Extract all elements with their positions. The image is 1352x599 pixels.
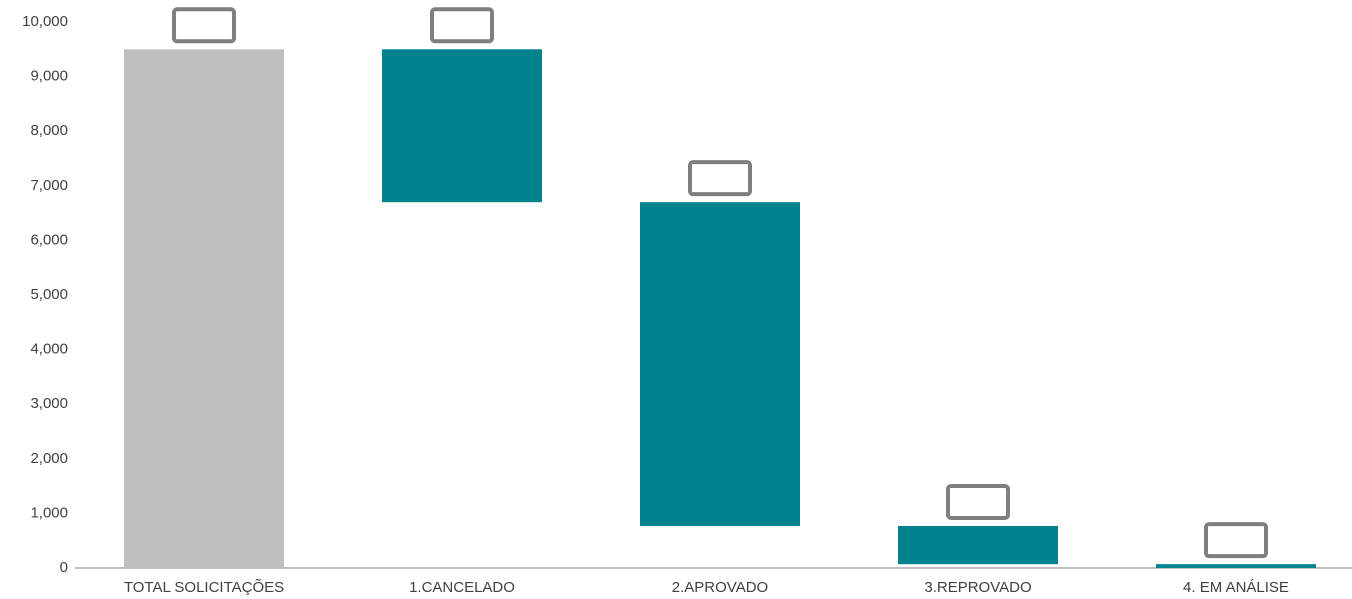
- x-tick-label: 1.CANCELADO: [409, 579, 515, 596]
- label-box: [946, 483, 1010, 520]
- label-box: [430, 7, 494, 44]
- bar: [1156, 564, 1316, 568]
- y-tick-label: 6,000: [30, 231, 68, 248]
- bar: [382, 49, 542, 203]
- y-tick-label: 4,000: [30, 341, 68, 358]
- x-tick-label: 3.REPROVADO: [924, 579, 1031, 596]
- y-tick-label: 8,000: [30, 122, 68, 139]
- bar: [640, 202, 800, 526]
- label-box: [688, 160, 752, 197]
- y-tick-label: 9,000: [30, 68, 68, 85]
- y-tick-label: 3,000: [30, 395, 68, 412]
- y-tick-label: 1,000: [30, 504, 68, 521]
- x-tick-label: 2.APROVADO: [672, 579, 768, 596]
- label-box: [172, 7, 236, 44]
- label-box: [1204, 522, 1268, 559]
- y-tick-label: 7,000: [30, 177, 68, 194]
- x-tick-label: TOTAL SOLICITAÇÕES: [124, 579, 284, 596]
- y-tick-label: 2,000: [30, 450, 68, 467]
- y-tick-label: 5,000: [30, 286, 68, 303]
- bar: [898, 525, 1058, 565]
- bar: [124, 49, 284, 569]
- y-tick-label: 10,000: [22, 13, 68, 30]
- y-tick-label: 0: [60, 559, 68, 576]
- x-tick-label: 4. EM ANÁLISE: [1183, 579, 1289, 596]
